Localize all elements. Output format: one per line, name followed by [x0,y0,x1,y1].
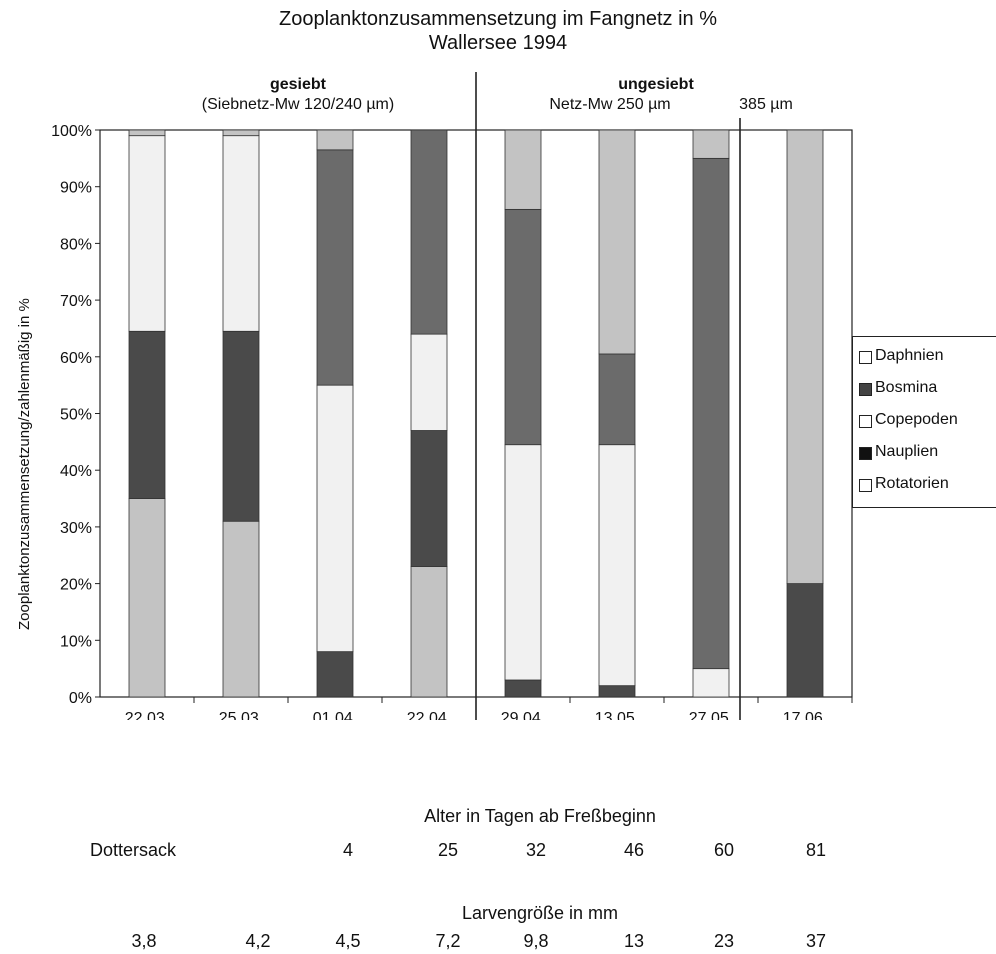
bar-segment-copepoden [316,384,354,653]
bar-segment-nauplien [504,679,542,698]
age-value: 4 [342,840,353,860]
legend-swatch-bosmina [859,383,872,396]
x-tick-label: 22.04. [407,710,451,720]
bar-segment-copepoden [128,135,166,332]
bar-segment-rotatorien [410,566,448,698]
age-value: 60 [713,840,735,860]
x-tick-label: 22.03. [125,710,169,720]
size-value: 4,5 [335,931,361,951]
size-value: 7,2 [435,931,461,951]
x-tick-label: 25.03. [219,710,263,720]
legend-label-bosmina: Bosmina [875,379,938,396]
bar-segment-daphnien [786,129,824,585]
bar-segment-nauplien [786,583,824,698]
section-head-gesiebt: gesiebt [269,76,326,93]
bar-segment-daphnien [692,129,730,159]
size-value: 37 [805,931,827,951]
y-tick-label: 60% [60,350,92,367]
bar-segment-bosmina [692,157,730,670]
y-tick-label: 90% [60,180,92,197]
legend-swatch-nauplien [859,447,872,460]
y-tick-label: 100% [51,123,92,140]
x-tick-label: 27.05. [689,710,733,720]
bar-segment-nauplien [316,651,354,698]
bar-segment-copepoden [692,668,730,698]
chart-title-line1: Zooplanktonzusammensetzung im Fangnetz i… [278,8,717,30]
y-tick-label: 30% [60,520,92,537]
bar-segment-bosmina [316,149,354,386]
bar-segment-daphnien [222,129,260,137]
legend-label-daphnien: Daphnien [875,347,944,364]
size-value: 13 [623,931,645,951]
bar-segment-nauplien [410,430,448,567]
y-tick-label: 70% [60,293,92,310]
bar-segment-rotatorien [128,498,166,698]
size-value: 9,8 [523,931,549,951]
bar-segment-bosmina [410,129,448,335]
legend-label-nauplien: Nauplien [875,443,939,460]
size-value: 4,2 [245,931,271,951]
bar-segment-daphnien [128,129,166,137]
bar-segment-nauplien [598,685,636,698]
size-value: 23 [713,931,735,951]
y-tick-label: 80% [60,236,92,253]
section-sub-netz: Netz-Mw 250 µm [549,96,671,113]
stacked-bar-chart: 0% 10% 20% 30% 40% 50% 60% 70% 80% 90% 100% 22.03. 2… [51,72,853,720]
age-value: 81 [805,840,827,860]
bar-segment-daphnien [316,129,354,151]
age-value-dottersack: Dottersack [90,840,177,860]
age-value: 46 [623,840,645,860]
legend-swatch-daphnien [859,351,872,364]
age-value: 32 [525,840,547,860]
legend: Daphnien Bosmina Copepoden Nauplien Rota… [852,336,996,508]
y-tick-label: 10% [60,633,92,650]
bar-segment-daphnien [504,129,542,210]
bar-segment-nauplien [128,330,166,499]
y-tick-label: 20% [60,577,92,594]
legend-label-rotatorien: Rotatorien [875,475,949,492]
y-axis-label-text: Zooplanktonzusammensetzung/zahlenmäßig i… [16,298,33,630]
section-head-ungesiebt: ungesiebt [618,76,694,93]
y-tick-label: 50% [60,407,92,424]
bar-segment-nauplien [222,330,260,522]
x-tick-label: 01.04. [313,710,357,720]
y-tick-label: 0% [69,690,92,707]
bar-segment-daphnien [598,129,636,355]
y-tick-label: 40% [60,463,92,480]
age-value: 25 [437,840,459,860]
legend-label-copepoden: Copepoden [875,411,958,428]
section-sub-gesiebt: (Siebnetz-Mw 120/240 µm) [201,96,395,113]
bar-segment-copepoden [222,135,260,332]
bar-segment-copepoden [410,333,448,431]
size-value: 3,8 [131,931,157,951]
x-tick-label: 13.05. [595,710,639,720]
x-tick-label: 29.04. [501,710,545,720]
x-tick-label: 17.06. [783,710,827,720]
chart-title-line2: Wallersee 1994 [428,32,568,54]
bar-segment-copepoden [504,444,542,681]
bar-segment-copepoden [598,444,636,687]
legend-swatch-rotatorien [859,479,872,492]
bar-segment-rotatorien [222,520,260,698]
section-sub-385: 385 µm [739,96,793,113]
bar-segment-bosmina [598,353,636,446]
age-row-title: Alter in Tagen ab Freßbeginn [424,806,656,826]
legend-swatch-copepoden [859,415,872,428]
bar-segment-bosmina [504,208,542,446]
size-row-title: Larvengröße in mm [461,903,619,923]
